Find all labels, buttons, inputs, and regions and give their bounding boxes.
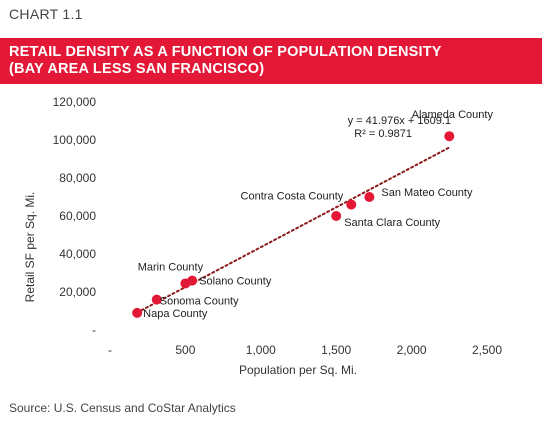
x-tick-label: - xyxy=(108,343,112,357)
y-tick-label: 40,000 xyxy=(59,247,96,261)
data-point-contra-costa-county xyxy=(346,199,357,210)
point-label-contra-costa-county: Contra Costa County xyxy=(241,191,344,203)
y-tick-label: - xyxy=(92,323,96,337)
x-tick-label: 1,500 xyxy=(321,343,351,357)
scatter-chart: - 20,000 40,000 60,000 80,000 100,000 120,000 -… xyxy=(23,95,503,377)
y-tick-label: 60,000 xyxy=(59,209,96,223)
y-tick-label: 20,000 xyxy=(59,285,96,299)
trendline-equation: y = 41.976x + 1609.1 xyxy=(348,115,451,127)
y-tick-label: 120,000 xyxy=(53,95,97,109)
point-label-alameda-county: Alameda County xyxy=(412,109,494,121)
source-note: Source: U.S. Census and CoStar Analytics xyxy=(9,401,236,415)
axes: - 20,000 40,000 60,000 80,000 100,000 120,000 -… xyxy=(53,95,503,357)
x-tick-label: 500 xyxy=(175,343,195,357)
chart-title-line-1: RETAIL DENSITY AS A FUNCTION OF POPULATI… xyxy=(9,44,442,60)
data-point-solano-county xyxy=(187,275,198,286)
data-points xyxy=(132,131,455,318)
data-point-san-mateo-county xyxy=(364,192,375,202)
x-tick-label: 1,000 xyxy=(246,343,276,357)
x-axis-title: Population per Sq. Mi. xyxy=(239,363,357,377)
data-point-sonoma-county xyxy=(151,294,162,305)
trendline-r-squared: R² = 0.9871 xyxy=(354,128,412,140)
trendline-group xyxy=(136,146,451,314)
point-label-napa-county: Napa County xyxy=(143,308,208,320)
data-point-alameda-county xyxy=(444,131,455,142)
data-point-napa-county xyxy=(132,307,143,318)
point-labels: Alameda County San Mateo County Contra Cos… xyxy=(138,109,494,320)
chart-number-label: CHART 1.1 xyxy=(9,6,83,22)
chart-title-line-2: (BAY AREA LESS SAN FRANCISCO) xyxy=(9,61,265,77)
point-label-santa-clara-county: Santa Clara County xyxy=(344,217,440,229)
trendline xyxy=(136,146,451,314)
title-banner: RETAIL DENSITY AS A FUNCTION OF POPULATI… xyxy=(0,38,542,84)
x-tick-label: 2,000 xyxy=(397,343,427,357)
y-tick-label: 80,000 xyxy=(59,171,96,185)
point-label-san-mateo-county: San Mateo County xyxy=(381,187,473,199)
point-label-solano-county: Solano County xyxy=(199,276,272,288)
point-label-sonoma-county: Sonoma County xyxy=(160,296,239,308)
point-label-marin-county: Marin County xyxy=(138,261,204,273)
y-tick-label: 100,000 xyxy=(53,133,97,147)
chart-title: RETAIL DENSITY AS A FUNCTION OF POPULATI… xyxy=(9,44,442,78)
y-axis-title: Retail SF per Sq. Mi. xyxy=(23,192,37,303)
data-point-santa-clara-county xyxy=(331,211,342,221)
x-tick-label: 2,500 xyxy=(472,343,502,357)
